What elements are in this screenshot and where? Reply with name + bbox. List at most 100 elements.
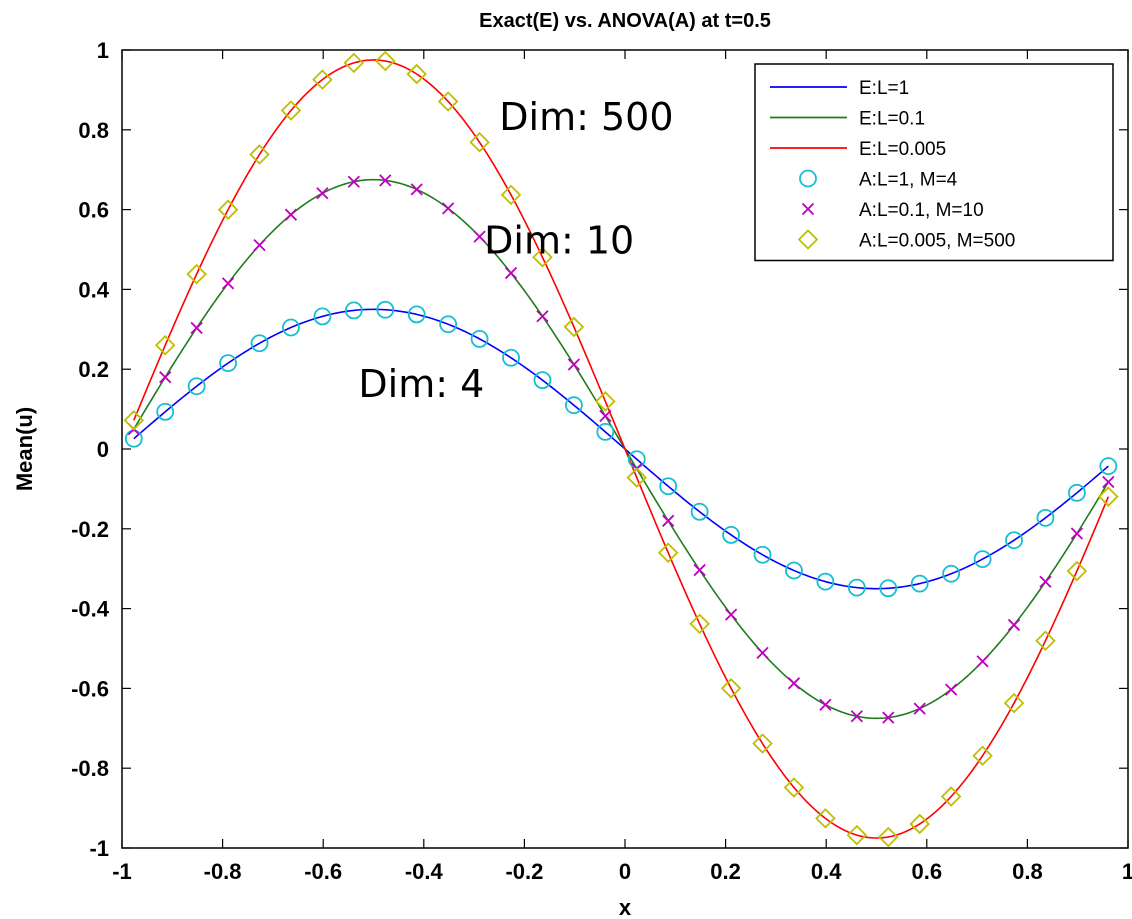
marker-diamond xyxy=(626,467,648,488)
marker-circle xyxy=(376,300,395,319)
y-tick-label: 1 xyxy=(97,38,109,63)
y-tick-label: -0.8 xyxy=(71,756,109,781)
marker-circle xyxy=(659,477,678,496)
marker-circle xyxy=(313,307,332,326)
dim-annotations: Dim: 500 Dim: 10 Dim: 4 xyxy=(358,95,673,406)
marker-circle xyxy=(187,377,206,396)
marker-x xyxy=(976,655,989,668)
legend: E:L=1 E:L=0.1 E:L=0.005 A:L=1, M=4 A:L=0.1, … xyxy=(754,63,1114,262)
marker-x xyxy=(945,683,958,696)
marker-diamond xyxy=(186,263,207,285)
marker-x xyxy=(1070,527,1084,540)
y-tick-label: 0.6 xyxy=(78,198,109,223)
x-tick-label: -1 xyxy=(112,859,132,884)
marker-x xyxy=(1039,575,1052,588)
marker-circle xyxy=(1005,531,1023,550)
marker-x xyxy=(159,371,172,384)
marker-circle xyxy=(942,564,961,583)
marker-x xyxy=(221,277,235,290)
y-tick-label: 0.4 xyxy=(78,277,109,302)
marker-x xyxy=(850,710,863,723)
legend-swatch-marker xyxy=(801,202,815,216)
legend-label: E:L=1 xyxy=(859,78,909,99)
marker-circle xyxy=(1099,457,1118,476)
marker-diamond xyxy=(720,678,742,699)
x-tick-label: 0.2 xyxy=(710,859,741,884)
marker-x xyxy=(379,174,392,187)
marker-circle xyxy=(785,561,803,580)
y-axis-ticks: 1 0.8 0.6 0.4 0.2 0 -0.2 -0.4 -0.6 -0.8 -1 xyxy=(71,38,1128,861)
marker-circle xyxy=(753,545,772,564)
marker-x xyxy=(724,608,738,621)
marker-x xyxy=(1007,618,1021,632)
x-tick-label: 0.8 xyxy=(1012,859,1043,884)
marker-x xyxy=(284,208,298,221)
marker-diamond xyxy=(783,777,805,798)
marker-circle xyxy=(124,429,143,448)
x-tick-label: 0 xyxy=(619,859,631,884)
legend-label: A:L=0.1, M=10 xyxy=(859,200,984,221)
marker-circle xyxy=(250,334,269,353)
marker-circle xyxy=(1067,483,1086,502)
x-tick-label: 1 xyxy=(1122,859,1132,884)
marker-x xyxy=(347,175,360,188)
marker-diamond xyxy=(909,813,930,835)
y-tick-label: -0.2 xyxy=(71,517,109,542)
marker-x xyxy=(442,202,455,215)
marker-circle xyxy=(910,574,929,593)
marker-diamond xyxy=(154,335,176,356)
axes-frame xyxy=(121,49,1129,849)
marker-circle xyxy=(344,301,363,320)
legend-label: A:L=0.005, M=500 xyxy=(859,231,1015,252)
marker-circle xyxy=(282,318,300,337)
x-tick-label: -0.8 xyxy=(204,859,242,884)
marker-x xyxy=(536,310,549,323)
marker-x xyxy=(410,183,423,196)
x-tick-label: -0.2 xyxy=(505,859,543,884)
marker-diamond xyxy=(374,50,396,72)
marker-circle xyxy=(219,354,237,372)
marker-diamond xyxy=(532,246,553,268)
marker-circle xyxy=(847,578,866,597)
marker-x xyxy=(599,409,612,423)
marker-diamond xyxy=(815,808,836,829)
marker-diamond xyxy=(469,132,490,153)
marker-circle xyxy=(502,348,520,367)
marker-circle xyxy=(1036,508,1055,527)
marker-circle xyxy=(627,450,646,469)
marker-diamond xyxy=(689,613,710,635)
legend-box xyxy=(754,63,1114,262)
marker-diamond xyxy=(500,184,522,206)
marker-x xyxy=(693,563,706,577)
marker-diamond xyxy=(1098,486,1119,507)
marker-diamond xyxy=(280,100,302,121)
marker-circle xyxy=(816,572,835,591)
marker-diamond xyxy=(406,63,427,85)
marker-circle xyxy=(156,402,175,421)
marker-x xyxy=(473,230,486,243)
x-axis-label: x xyxy=(619,895,632,919)
marker-x xyxy=(787,677,801,690)
marker-diamond xyxy=(752,733,773,754)
marker-diamond xyxy=(657,542,679,563)
marker-diamond xyxy=(846,824,868,846)
y-tick-label: 0 xyxy=(97,437,109,462)
marker-x xyxy=(504,266,518,280)
marker-diamond xyxy=(940,786,962,807)
marker-diamond xyxy=(249,144,270,165)
marker-diamond xyxy=(595,391,616,412)
marker-x xyxy=(316,187,329,200)
legend-label: E:L=0.1 xyxy=(859,109,925,130)
legend-swatch-marker xyxy=(797,229,819,250)
legend-swatch-marker xyxy=(799,169,817,188)
marker-diamond xyxy=(437,91,459,112)
marker-circle xyxy=(470,329,489,348)
x-tick-label: -0.4 xyxy=(405,859,444,884)
marker-x xyxy=(913,702,926,715)
marker-circle xyxy=(722,526,740,544)
x-tick-label: -0.6 xyxy=(304,859,342,884)
anova-markers xyxy=(123,50,1119,848)
annotation-label: Dim: 10 xyxy=(484,218,634,262)
y-axis-label: Mean(u) xyxy=(12,407,37,491)
